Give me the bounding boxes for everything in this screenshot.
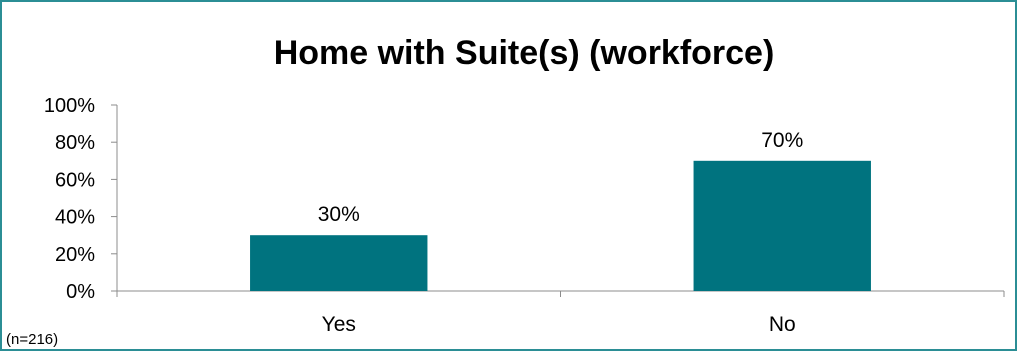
y-tick-label: 40% <box>55 207 95 229</box>
bar-no <box>693 160 871 291</box>
bars <box>250 160 871 291</box>
x-category-label: No <box>769 313 796 336</box>
data-label-yes: 30% <box>318 203 360 226</box>
bar-yes <box>250 235 428 291</box>
y-tick-label: 100% <box>44 95 95 117</box>
chart-title: Home with Suite(s) (workforce) <box>274 34 775 72</box>
y-tick-label: 80% <box>55 132 95 154</box>
y-tick-label: 60% <box>55 169 95 191</box>
y-axis: 0% 20% 40% 60% 80% 100% <box>44 95 118 303</box>
y-tick-label: 0% <box>66 281 95 303</box>
data-label-no: 70% <box>761 129 803 152</box>
data-labels: 30% 70% <box>318 129 804 226</box>
x-axis: Yes No <box>116 290 1005 336</box>
y-tick-label: 20% <box>55 244 95 266</box>
x-category-label: Yes <box>322 313 356 336</box>
sample-size-note: (n=216) <box>6 331 58 348</box>
